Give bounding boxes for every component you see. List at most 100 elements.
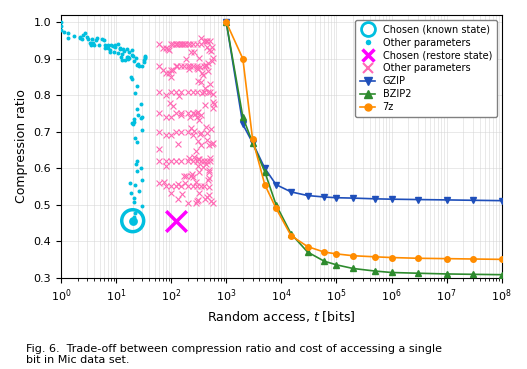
Point [193,163,202,169]
Point [90,42,98,48]
Point [132,161,140,166]
Point [194,66,202,72]
Point [171,41,180,47]
Point [196,131,204,137]
Point [194,197,202,203]
Point [194,138,202,144]
Point [104,45,112,51]
Point [138,114,147,120]
Point [171,111,180,117]
Point [97,37,106,42]
Point [183,41,192,47]
Point [183,63,192,69]
Point [206,38,214,44]
Point [135,188,143,194]
Point [76,35,84,41]
Point [132,55,140,61]
Point [119,46,128,52]
Point [60,28,68,34]
Point [167,158,175,164]
Point [208,141,216,147]
Point [193,111,202,117]
Point [162,45,170,51]
Point [167,74,175,80]
Point [171,158,180,164]
Point [138,203,146,208]
Point [187,173,196,179]
Point [134,61,142,67]
Point [155,111,163,117]
Point [134,63,143,69]
Point [86,40,95,46]
Point [117,55,125,61]
Point [57,19,65,25]
Point [209,200,217,206]
Point [204,167,213,173]
Point [87,42,95,48]
Point [70,33,79,39]
Point [155,41,163,47]
Point [110,49,118,55]
Point [99,37,108,42]
Point [189,41,197,47]
Point [200,63,209,69]
Point [209,140,217,146]
X-axis label: Random access, $t$ [bits]: Random access, $t$ [bits] [207,310,356,324]
Point [204,68,212,74]
Point [141,54,150,59]
Point [155,89,163,94]
Point [175,93,183,99]
Point [116,46,124,52]
Point [190,49,198,55]
Point [209,105,217,111]
Point [111,42,119,48]
Point [190,128,198,134]
Point [171,89,180,94]
Point [195,55,203,61]
Point [171,129,180,135]
Point [127,75,135,80]
Point [78,36,86,42]
Point [133,62,141,68]
Point [125,55,133,61]
Point [141,55,149,61]
Point [209,55,217,61]
Point [193,183,202,189]
Point [195,190,203,196]
Point [193,78,202,84]
Point [209,101,218,107]
Point [130,119,139,125]
Point [57,27,65,32]
Point [89,40,97,46]
Legend: Chosen (known state), Other parameters, Chosen (restore state), Other parameters: Chosen (known state), Other parameters, … [355,20,497,117]
Point [192,198,201,204]
Point [206,89,214,94]
Point [164,47,173,53]
Point [200,89,209,94]
Point [205,192,213,198]
Point [79,32,87,38]
Point [193,110,202,115]
Point [164,70,173,76]
Point [137,165,145,170]
Point [173,41,182,47]
Point [130,199,138,205]
Point [202,124,210,130]
Point [197,112,205,118]
Point [130,58,139,64]
Point [113,41,122,46]
Point [203,89,212,95]
Point [180,173,188,179]
Point [171,183,180,189]
Point [201,102,210,108]
Point [129,121,138,127]
Point [183,129,192,135]
Point [138,177,147,183]
Point [82,34,91,39]
Point [182,56,190,62]
Point [63,30,72,36]
Point [197,130,205,136]
Point [125,49,134,55]
Point [162,70,170,76]
Point [138,127,147,133]
